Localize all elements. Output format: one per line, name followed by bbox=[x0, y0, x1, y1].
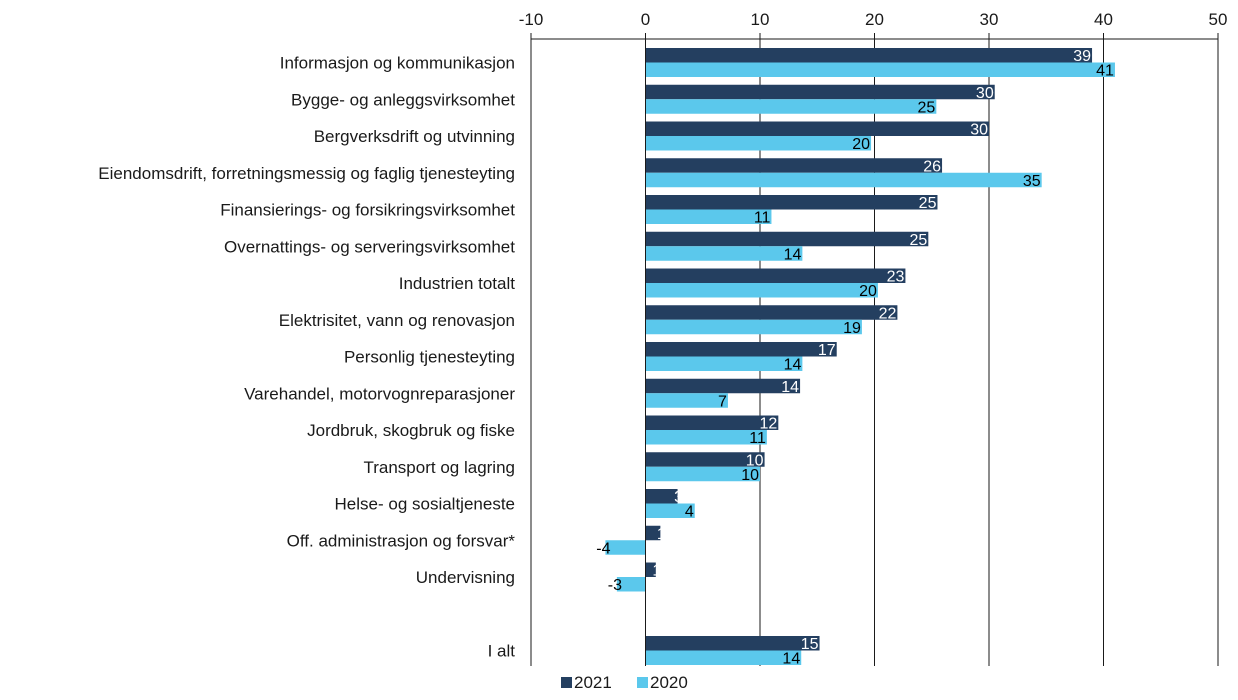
data-label-2020: 41 bbox=[1096, 63, 1114, 80]
data-label-2021: 1 bbox=[657, 526, 666, 543]
category-label: Informasjon og kommunikasjon bbox=[280, 54, 515, 73]
category-label: Bygge- og anleggsvirksomhet bbox=[291, 90, 515, 109]
bar-2021 bbox=[645, 158, 943, 173]
data-label-2020: 14 bbox=[784, 246, 802, 263]
data-label-2020: 4 bbox=[685, 504, 694, 521]
category-label: Bergverksdrift og utvinning bbox=[314, 127, 515, 146]
data-label-2020: -4 bbox=[596, 540, 610, 557]
data-label-2021: 30 bbox=[970, 122, 988, 139]
category-label: Industrien totalt bbox=[399, 274, 516, 293]
legend-label: 2021 bbox=[574, 673, 612, 692]
bar-2021 bbox=[645, 231, 929, 247]
data-label-2020: 11 bbox=[749, 430, 766, 447]
bar-2021 bbox=[645, 562, 656, 577]
category-label: Eiendomsdrift, forretningsmessig og fagl… bbox=[98, 164, 515, 183]
data-label-2020: 11 bbox=[754, 210, 771, 227]
x-tick-label: 40 bbox=[1094, 10, 1113, 29]
bar-2020 bbox=[645, 319, 862, 335]
data-label-2020: 14 bbox=[784, 357, 802, 374]
x-tick-label: 10 bbox=[751, 10, 770, 29]
data-label-2021: 30 bbox=[976, 85, 994, 102]
category-label: Personlig tjenesteyting bbox=[344, 348, 515, 367]
data-label-2020: -3 bbox=[608, 577, 622, 594]
bar-2020 bbox=[645, 246, 803, 261]
data-label-2021: 12 bbox=[760, 416, 778, 433]
bar-2021 bbox=[645, 195, 938, 210]
bar-2021 bbox=[645, 378, 801, 394]
x-tick-label: 50 bbox=[1209, 10, 1228, 29]
bar-2021 bbox=[645, 342, 837, 357]
data-label-2021: 23 bbox=[887, 269, 905, 286]
bar-2021 bbox=[645, 121, 989, 136]
data-label-2021: 22 bbox=[879, 305, 897, 322]
data-label-2021: 3 bbox=[674, 489, 683, 506]
category-label: Finansierings- og forsikringsvirksomhet bbox=[220, 201, 515, 220]
bar-2020 bbox=[645, 209, 772, 224]
data-label-2020: 19 bbox=[843, 320, 861, 337]
legend-swatch-2021 bbox=[561, 677, 572, 688]
bar-2021 bbox=[645, 268, 906, 283]
data-label-2020: 10 bbox=[741, 467, 759, 484]
x-tick-label: 0 bbox=[641, 10, 650, 29]
data-label-2021: 17 bbox=[818, 342, 836, 359]
data-label-2020: 20 bbox=[859, 283, 877, 300]
category-label: Off. administrasjon og forsvar* bbox=[287, 531, 516, 550]
category-label: I alt bbox=[488, 642, 516, 661]
bar-2020 bbox=[645, 503, 695, 518]
bar-2020 bbox=[645, 393, 728, 408]
bar-2021 bbox=[645, 525, 661, 541]
category-label: Jordbruk, skogbruk og fiske bbox=[307, 421, 515, 440]
bar-2020 bbox=[605, 540, 646, 555]
data-label-2021: 26 bbox=[923, 158, 941, 175]
data-label-2020: 25 bbox=[918, 99, 936, 116]
category-label: Elektrisitet, vann og renovasjon bbox=[279, 311, 515, 330]
bar-2020 bbox=[616, 577, 646, 592]
bar-2021 bbox=[645, 84, 995, 100]
bar-2020 bbox=[645, 172, 1042, 188]
x-tick-label: -10 bbox=[519, 10, 544, 29]
bar-2021 bbox=[645, 305, 898, 320]
bar-2020 bbox=[645, 283, 878, 298]
data-label-2021: 14 bbox=[781, 379, 799, 396]
bar-2020 bbox=[645, 99, 937, 114]
x-tick-label: 30 bbox=[980, 10, 999, 29]
category-label: Transport og lagring bbox=[363, 458, 515, 477]
category-label: Overnattings- og serveringsvirksomhet bbox=[224, 237, 515, 256]
data-label-2020: 35 bbox=[1023, 173, 1041, 190]
bar-2021 bbox=[645, 489, 678, 504]
data-label-2021: 15 bbox=[801, 636, 819, 653]
bar-2021 bbox=[645, 636, 820, 651]
category-label: Varehandel, motorvognreparasjoner bbox=[244, 384, 515, 403]
x-tick-label: 20 bbox=[865, 10, 884, 29]
bar-2020 bbox=[645, 650, 802, 665]
category-label: Undervisning bbox=[416, 568, 515, 587]
bar-2020 bbox=[645, 62, 1115, 77]
data-label-2021: 1 bbox=[652, 563, 661, 580]
bar-2021 bbox=[645, 48, 1093, 63]
data-label-2021: 39 bbox=[1073, 48, 1091, 65]
data-label-2020: 14 bbox=[782, 651, 800, 668]
data-label-2021: 25 bbox=[910, 232, 928, 249]
legend-label: 2020 bbox=[650, 673, 688, 692]
data-label-2020: 20 bbox=[852, 136, 870, 153]
category-label: Helse- og sosialtjeneste bbox=[335, 495, 515, 514]
bar-2021 bbox=[645, 415, 779, 430]
data-label-2021: 10 bbox=[746, 452, 764, 469]
data-label-2021: 25 bbox=[919, 195, 937, 212]
bar-2021 bbox=[645, 452, 765, 467]
bar-2020 bbox=[645, 430, 767, 445]
data-label-2020: 7 bbox=[718, 393, 727, 410]
bar-2020 bbox=[645, 356, 803, 371]
bar-2020 bbox=[645, 466, 760, 482]
bar-2020 bbox=[645, 136, 872, 151]
legend-swatch-2020 bbox=[637, 677, 648, 688]
